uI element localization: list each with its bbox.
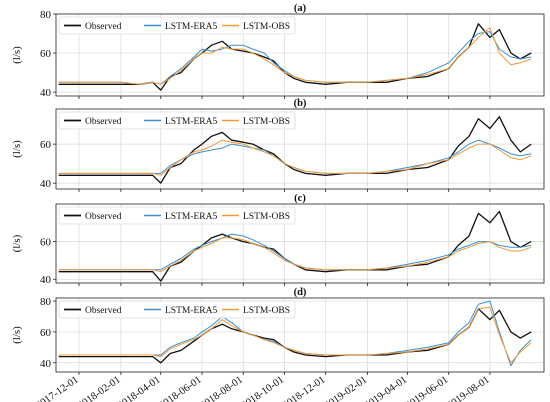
- legend-label: LSTM-ERA5: [165, 22, 218, 32]
- y-axis-label: (l/s): [11, 234, 23, 252]
- panel-d: 40 60 80 (d) (l/s) Observed LSTM-ERA5 LSTM-OBS: [11, 287, 545, 375]
- x-tick-label: 2018-08-01: [198, 374, 244, 402]
- legend-label: LSTM-OBS: [243, 306, 290, 316]
- legend-box: [58, 111, 296, 130]
- series-line-lstm-obs: [58, 237, 532, 273]
- y-tick-label: 40: [40, 274, 52, 286]
- y-tick-label: 60: [40, 139, 52, 151]
- x-tick-label: 2018-10-01: [240, 374, 286, 402]
- x-tick-label: 2017-12-01: [34, 374, 80, 402]
- legend-label: Observed: [85, 306, 122, 316]
- plot-frame: [55, 13, 545, 97]
- legend-box: [58, 206, 296, 225]
- x-tick-label: 2018-12-01: [281, 374, 327, 402]
- y-axis-label: (l/s): [11, 326, 23, 344]
- x-tick-label: 2019-08-01: [445, 374, 491, 402]
- plot-frame: [55, 108, 545, 190]
- plot-frame: [55, 203, 545, 284]
- legend-label: LSTM-OBS: [243, 117, 290, 127]
- x-tick-label: 2018-04-01: [116, 374, 162, 402]
- y-tick-label: 40: [40, 358, 52, 370]
- legend-label: LSTM-ERA5: [165, 306, 218, 316]
- y-tick-label: 60: [40, 48, 52, 60]
- panel-c: 40 60 (c) (l/s) Observed LSTM-ERA5 LSTM-OBS: [11, 193, 545, 286]
- legend: Observed LSTM-ERA5 LSTM-OBS: [58, 16, 296, 35]
- panel-b: 40 60 (b) (l/s) Observed LSTM-ERA5 LSTM-OBS: [11, 98, 545, 192]
- legend-label: Observed: [85, 117, 122, 127]
- series-line-observed: [58, 210, 532, 282]
- legend-label: LSTM-ERA5: [165, 117, 218, 127]
- series-line-lstm-obs: [58, 27, 532, 85]
- x-tick-label: 2019-02-01: [323, 374, 369, 402]
- y-axis-label: (l/s): [11, 46, 23, 64]
- legend-label: LSTM-ERA5: [165, 212, 218, 222]
- panel-title: (c): [294, 193, 306, 204]
- x-tick-label: 2019-06-01: [404, 374, 450, 402]
- legend: Observed LSTM-ERA5 LSTM-OBS: [58, 111, 296, 130]
- legend-label: LSTM-OBS: [243, 212, 290, 222]
- legend-label: Observed: [85, 212, 122, 222]
- series-line-lstm-era5: [58, 139, 532, 174]
- panel-a: 40 60 80 (a) (l/s) Observed LSTM-ERA5 LSTM-OBS: [11, 3, 545, 99]
- panel-title: (a): [294, 3, 307, 14]
- panel-title: (d): [294, 287, 307, 298]
- legend-label: LSTM-OBS: [243, 22, 290, 32]
- y-axis-label: (l/s): [11, 140, 23, 158]
- legend: Observed LSTM-ERA5 LSTM-OBS: [58, 300, 296, 319]
- y-tick-label: 40: [40, 178, 52, 190]
- series-line-lstm-era5: [58, 233, 532, 271]
- panel-title: (b): [294, 98, 307, 109]
- x-tick-label: 2019-04-01: [363, 374, 409, 402]
- plot-frame: [55, 297, 545, 373]
- y-tick-label: 40: [40, 87, 52, 99]
- legend-box: [58, 16, 296, 35]
- series-line-observed: [58, 116, 532, 184]
- series-line-lstm-era5: [58, 300, 532, 367]
- x-tick-label: 2018-06-01: [157, 374, 203, 402]
- y-tick-label: 60: [40, 327, 52, 339]
- legend-box: [58, 300, 296, 319]
- legend: Observed LSTM-ERA5 LSTM-OBS: [58, 206, 296, 225]
- y-tick-label: 80: [40, 296, 52, 308]
- y-tick-label: 80: [40, 9, 52, 21]
- x-tick-label: 2018-02-01: [76, 374, 122, 402]
- y-tick-label: 60: [40, 237, 52, 249]
- legend-label: Observed: [85, 22, 122, 32]
- series-line-lstm-obs: [58, 306, 532, 364]
- series-line-lstm-obs: [58, 139, 532, 176]
